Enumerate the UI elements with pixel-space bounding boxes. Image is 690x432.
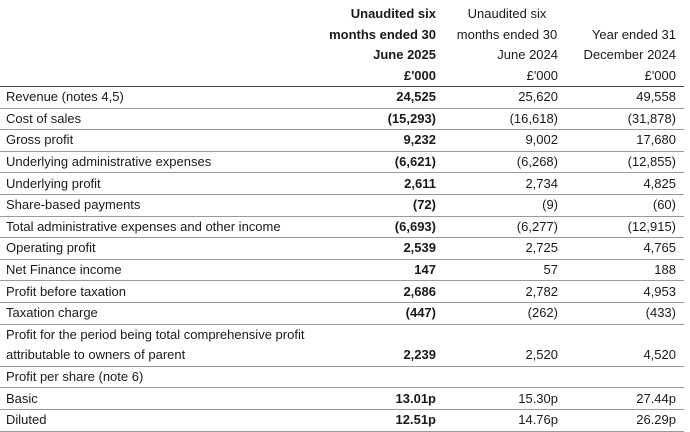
table-row: Cost of sales (15,293) (16,618) (31,878) [0,107,684,130]
income-statement-table: Unaudited six Unaudited six months ended… [0,4,684,432]
value-prior: 15.30p [444,387,566,410]
value-year: (12,915) [566,215,684,238]
value-current: (15,293) [320,107,444,130]
value-current: (6,693) [320,215,444,238]
row-label: Share-based payments [0,193,320,217]
value-current: 2,239 [403,347,436,363]
value-current: 12.51p [320,408,444,432]
value-prior: (6,268) [444,150,566,173]
header-year-line-2: Year ended 31 [591,26,676,42]
value-prior [444,365,566,388]
header-current-line-1: Unaudited six [350,6,436,21]
value-current: 24,525 [320,86,444,109]
row-label: Total administrative expenses and other … [0,215,320,238]
value-prior: 2,782 [444,280,566,303]
row-label: Profit before taxation [0,280,320,303]
header-current-unit: £'000 [403,67,436,83]
value-year: (433) [566,301,684,325]
value-current: 2,539 [320,237,444,260]
value-prior: (16,618) [444,107,566,130]
table-row: Profit before taxation 2,686 2,782 4,953 [0,280,684,303]
row-label: Underlying administrative expenses [0,150,320,173]
header-year-line-3: December 2024 [583,47,677,62]
value-current: 2,686 [320,280,444,303]
value-year: 27.44p [566,387,684,410]
value-year: (60) [566,193,684,217]
value-prior: 57 [444,258,566,281]
value-prior: 14.76p [444,408,566,432]
row-label: Profit per share (note 6) [0,365,320,388]
header-current-line-2: months ended 30 [329,26,436,42]
value-current [320,365,444,388]
value-year: (31,878) [566,107,684,130]
value-prior: 9,002 [444,129,566,152]
row-label: Profit for the period being total compre… [0,323,320,346]
value-prior: (262) [444,301,566,325]
table-row: Net Finance income 147 57 188 [0,258,684,281]
row-label: Gross profit [0,129,320,152]
header-label-cell [0,4,320,25]
table-row: Basic 13.01p 15.30p 27.44p [0,387,684,410]
value-current: (6,621) [320,150,444,173]
value-prior: 25,620 [444,86,566,109]
table-row: Profit for the period being total compre… [0,323,684,346]
header-prior-line-2: months ended 30 [456,26,558,42]
value-prior [444,323,566,346]
row-label: Basic [0,387,320,410]
value-year [566,365,684,388]
value-year [566,323,684,346]
value-year: (12,855) [566,150,684,173]
table-row: Diluted 12.51p 14.76p 26.29p [0,408,684,432]
value-year: 188 [566,258,684,281]
header-year-unit: £'000 [644,67,676,83]
value-year: 26.29p [566,408,684,432]
row-label: attributable to owners of parent [6,347,186,363]
value-prior: (9) [444,193,566,217]
table-body: Revenue (notes 4,5) 24,525 25,620 49,558… [0,86,684,432]
table-row: Share-based payments (72) (9) (60) [0,193,684,217]
value-year: 4,953 [566,280,684,303]
table-header: Unaudited six Unaudited six months ended… [0,4,684,87]
table-row: Total administrative expenses and other … [0,215,684,238]
table-row: Operating profit 2,539 2,725 4,765 [0,237,684,260]
row-label: Diluted [0,408,320,432]
header-current-line-3: June 2025 [373,47,436,62]
value-year: 4,765 [566,237,684,260]
row-label: Taxation charge [0,301,320,325]
value-current [320,323,444,346]
table-row: Revenue (notes 4,5) 24,525 25,620 49,558 [0,86,684,109]
table-row: Underlying administrative expenses (6,62… [0,150,684,173]
table-row: attributable to owners of parent 2,239 2… [0,345,684,366]
row-label: Net Finance income [0,258,320,281]
header-prior-line-3: June 2024 [497,47,558,62]
table-row: Underlying profit 2,611 2,734 4,825 [0,172,684,195]
value-prior: 2,734 [444,172,566,195]
value-year: 4,825 [566,172,684,195]
table-row: Taxation charge (447) (262) (433) [0,301,684,325]
value-current: (72) [320,193,444,217]
value-prior: 2,520 [525,347,558,363]
header-prior-unit: £'000 [526,67,558,83]
table-row: Gross profit 9,232 9,002 17,680 [0,129,684,152]
row-label: Revenue (notes 4,5) [0,86,320,109]
value-current: 13.01p [320,387,444,410]
value-prior: 2,725 [444,237,566,260]
value-current: 9,232 [320,129,444,152]
header-year-line-1 [566,4,684,25]
value-current: 147 [320,258,444,281]
row-label: Cost of sales [0,107,320,130]
value-prior: (6,277) [444,215,566,238]
value-current: (447) [320,301,444,325]
header-prior-line-1: Unaudited six [467,6,547,21]
row-label: Underlying profit [0,172,320,195]
value-current: 2,611 [320,172,444,195]
table-row: Profit per share (note 6) [0,365,684,388]
value-year: 17,680 [566,129,684,152]
value-year: 49,558 [566,86,684,109]
row-label: Operating profit [0,237,320,260]
value-year: 4,520 [643,347,676,363]
